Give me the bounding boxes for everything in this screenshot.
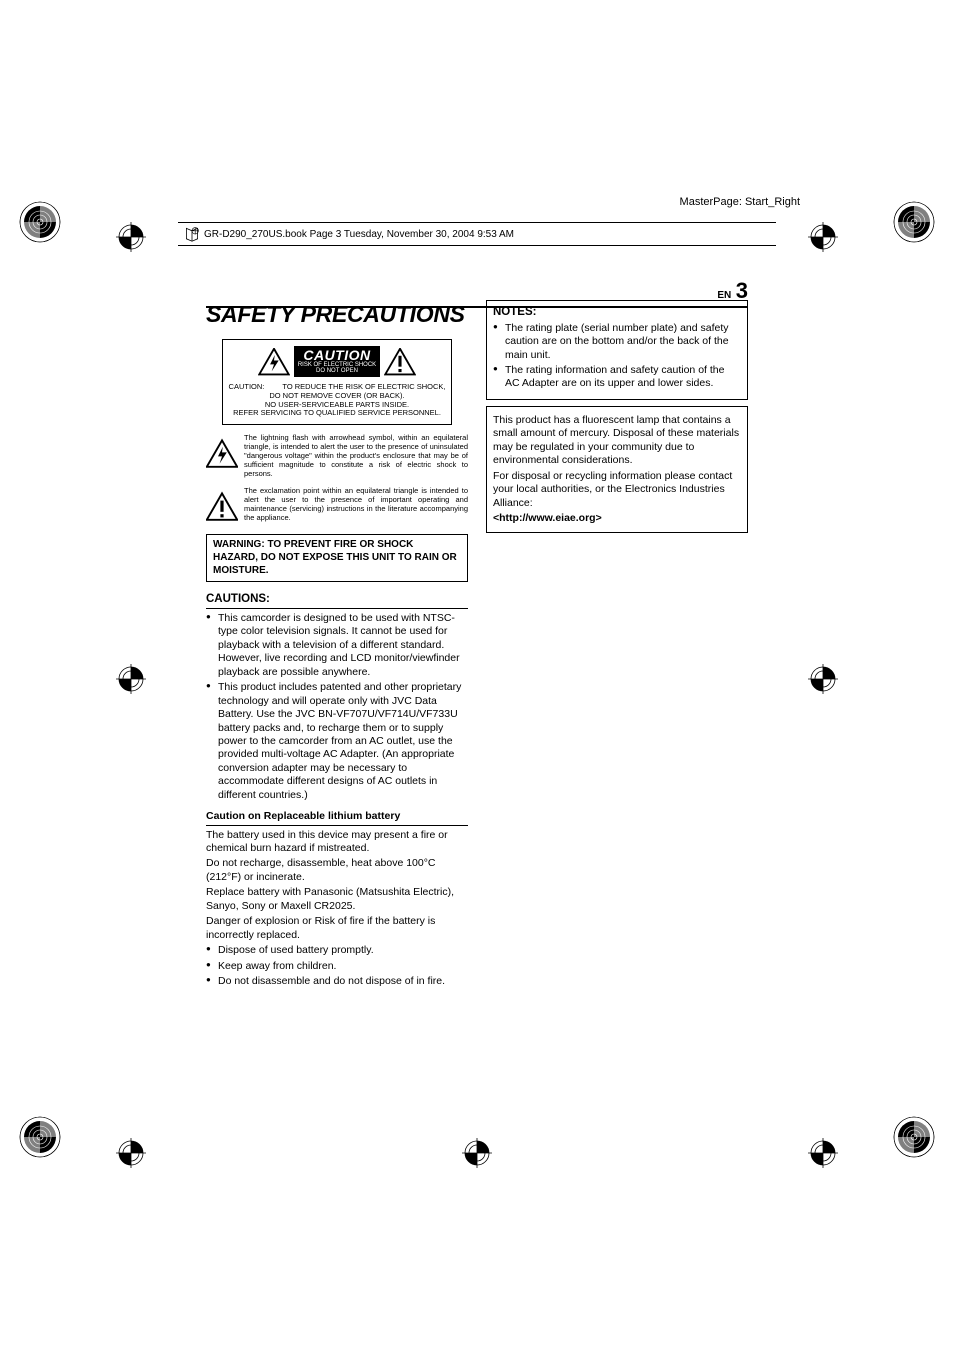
regmark-icon (18, 1115, 62, 1159)
list-item: This camcorder is designed to be used wi… (206, 612, 468, 679)
symbol-explain-lightning: The lightning flash with arrowhead symbo… (206, 433, 468, 478)
lithium-list: Dispose of used battery promptly. Keep a… (206, 944, 468, 988)
regmark-icon (808, 664, 838, 694)
cautions-list: This camcorder is designed to be used wi… (206, 612, 468, 802)
mercury-box: This product has a fluorescent lamp that… (486, 406, 748, 534)
regmark-icon (808, 222, 838, 252)
body-text: Danger of explosion or Risk of fire if t… (206, 915, 468, 942)
list-item: Keep away from children. (206, 960, 468, 973)
body-text: For disposal or recycling information pl… (493, 470, 741, 510)
list-item: Do not disassemble and do not dispose of… (206, 975, 468, 988)
body-text: This product has a fluorescent lamp that… (493, 414, 741, 468)
url-text: <http://www.eiae.org> (493, 512, 741, 525)
notes-box: NOTES: The rating plate (serial number p… (486, 300, 748, 400)
list-item: The rating plate (serial number plate) a… (493, 322, 741, 362)
list-item: The rating information and safety cautio… (493, 364, 741, 391)
warning-box: WARNING: TO PREVENT FIRE OR SHOCK HAZARD… (206, 534, 468, 582)
right-column: NOTES: The rating plate (serial number p… (486, 300, 748, 990)
exclamation-triangle-icon (206, 488, 238, 526)
body-text: Do not recharge, disassemble, heat above… (206, 857, 468, 884)
book-icon (184, 226, 200, 242)
regmark-icon (116, 664, 146, 694)
book-title-text: GR-D290_270US.book Page 3 Tuesday, Novem… (204, 229, 514, 240)
notes-heading: NOTES: (493, 305, 741, 320)
masterpage-label: MasterPage: Start_Right (680, 196, 800, 208)
page-title: SAFETY PRECAUTIONS (206, 300, 468, 329)
regmark-icon (892, 200, 936, 244)
lightning-triangle-icon (206, 435, 238, 473)
regmark-icon (462, 1138, 492, 1168)
body-text: The battery used in this device may pres… (206, 829, 468, 856)
regmark-icon (892, 1115, 936, 1159)
left-column: SAFETY PRECAUTIONS CAUTION RISK OF ELECT… (206, 300, 468, 990)
regmark-icon (116, 1138, 146, 1168)
body-text: Replace battery with Panasonic (Matsushi… (206, 886, 468, 913)
caution-word: CAUTION: (229, 382, 265, 391)
cautions-heading: CAUTIONS: (206, 592, 468, 609)
symbol-explain-exclamation: The exclamation point within an equilate… (206, 486, 468, 526)
regmark-icon (18, 200, 62, 244)
regmark-icon (808, 1138, 838, 1168)
lithium-heading: Caution on Replaceable lithium battery (206, 810, 468, 825)
regmark-icon (116, 222, 146, 252)
exclamation-triangle-icon (384, 348, 416, 376)
list-item: This product includes patented and other… (206, 681, 468, 802)
caution-label: CAUTION RISK OF ELECTRIC SHOCK DO NOT OP… (294, 346, 380, 377)
caution-box: CAUTION RISK OF ELECTRIC SHOCK DO NOT OP… (222, 339, 452, 425)
lightning-triangle-icon (258, 348, 290, 376)
book-title-bar: GR-D290_270US.book Page 3 Tuesday, Novem… (178, 222, 776, 246)
list-item: Dispose of used battery promptly. (206, 944, 468, 957)
